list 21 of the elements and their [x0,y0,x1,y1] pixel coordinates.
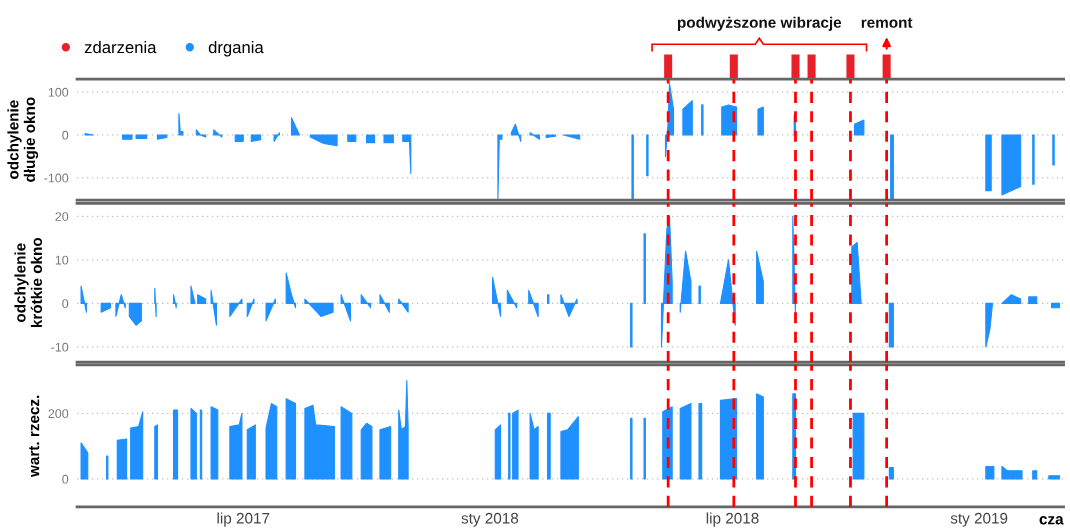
x-tick-label: sty 2019 [950,512,1008,527]
y-axis-title: odchylenie długie okno [7,97,39,182]
y-axis-title: wart. rzecz. [29,395,40,478]
y-axis-title: odchylenie krótkie okno [14,237,43,328]
y-tick-label: 200 [48,409,69,419]
y-tick-label: 0 [62,130,69,140]
x-tick-label: lip 2018 [706,512,759,527]
y-tick-label: -10 [51,342,69,352]
y-tick-label: 0 [62,299,69,309]
text: remont [861,17,913,28]
legend-label: drgania [208,40,264,57]
legend-label: zdarzenia [84,40,157,54]
y-tick-label: 20 [55,212,69,221]
text: podwyższone wibracje [677,16,842,31]
y-tick-label: 0 [62,474,69,484]
y-tick-label: 10 [55,255,69,265]
x-tick-label: sty 2018 [461,512,519,527]
y-tick-label: 100 [48,87,69,97]
x-tick-label: lip 2017 [217,512,270,527]
x-axis-title: cza [1039,516,1064,525]
y-tick-label: -100 [44,173,69,183]
